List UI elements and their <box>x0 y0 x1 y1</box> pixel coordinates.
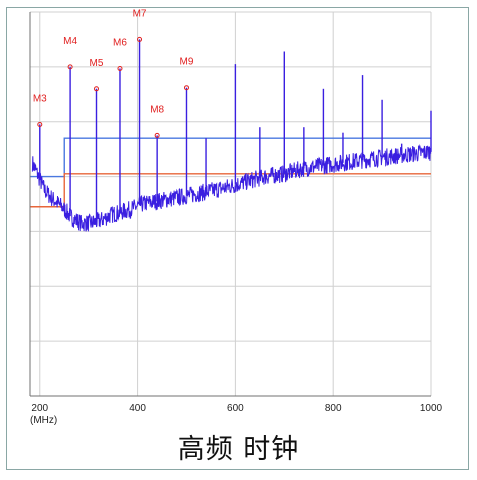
marker-label-m3: M3 <box>33 93 47 104</box>
chart-frame <box>6 7 469 470</box>
marker-dot-m4 <box>67 64 73 70</box>
x-tick-label-2: 600 <box>227 403 244 414</box>
limit-line-orange <box>30 173 431 208</box>
x-tick-label-0: 200 <box>31 403 48 414</box>
marker-label-m7: M7 <box>133 8 147 19</box>
marker-label-m8: M8 <box>150 104 164 115</box>
marker-label-m9: M9 <box>180 57 194 68</box>
noise-floor-trace <box>31 143 432 232</box>
x-axis-unit: (MHz) <box>30 415 57 426</box>
marker-dot-m5 <box>94 86 100 92</box>
marker-label-m6: M6 <box>113 38 127 49</box>
limit-lines <box>30 137 431 208</box>
marker-dot-m9 <box>183 85 189 91</box>
marker-dot-m3 <box>37 121 43 127</box>
spectral-peaks <box>39 39 432 222</box>
marker-dot-m8 <box>154 132 160 138</box>
marker-label-m5: M5 <box>90 58 104 69</box>
x-tick-label-3: 800 <box>325 403 342 414</box>
limit-line-blue <box>30 137 431 178</box>
marker-dot-m7 <box>137 36 143 42</box>
spectrum-trace <box>31 143 432 232</box>
grid-lines <box>30 11 432 396</box>
chart-caption: 高频 时钟 <box>177 434 300 465</box>
marker-label-m4: M4 <box>63 36 77 47</box>
x-axis: 200 400 600 800 1000 (MHz) <box>29 12 443 426</box>
x-tick-label-4: 1000 <box>420 403 443 414</box>
markers: M3 M4 M5 M6 M7 M8 M9 <box>33 8 194 138</box>
x-tick-label-1: 400 <box>129 403 146 414</box>
marker-dot-m6 <box>117 66 123 72</box>
